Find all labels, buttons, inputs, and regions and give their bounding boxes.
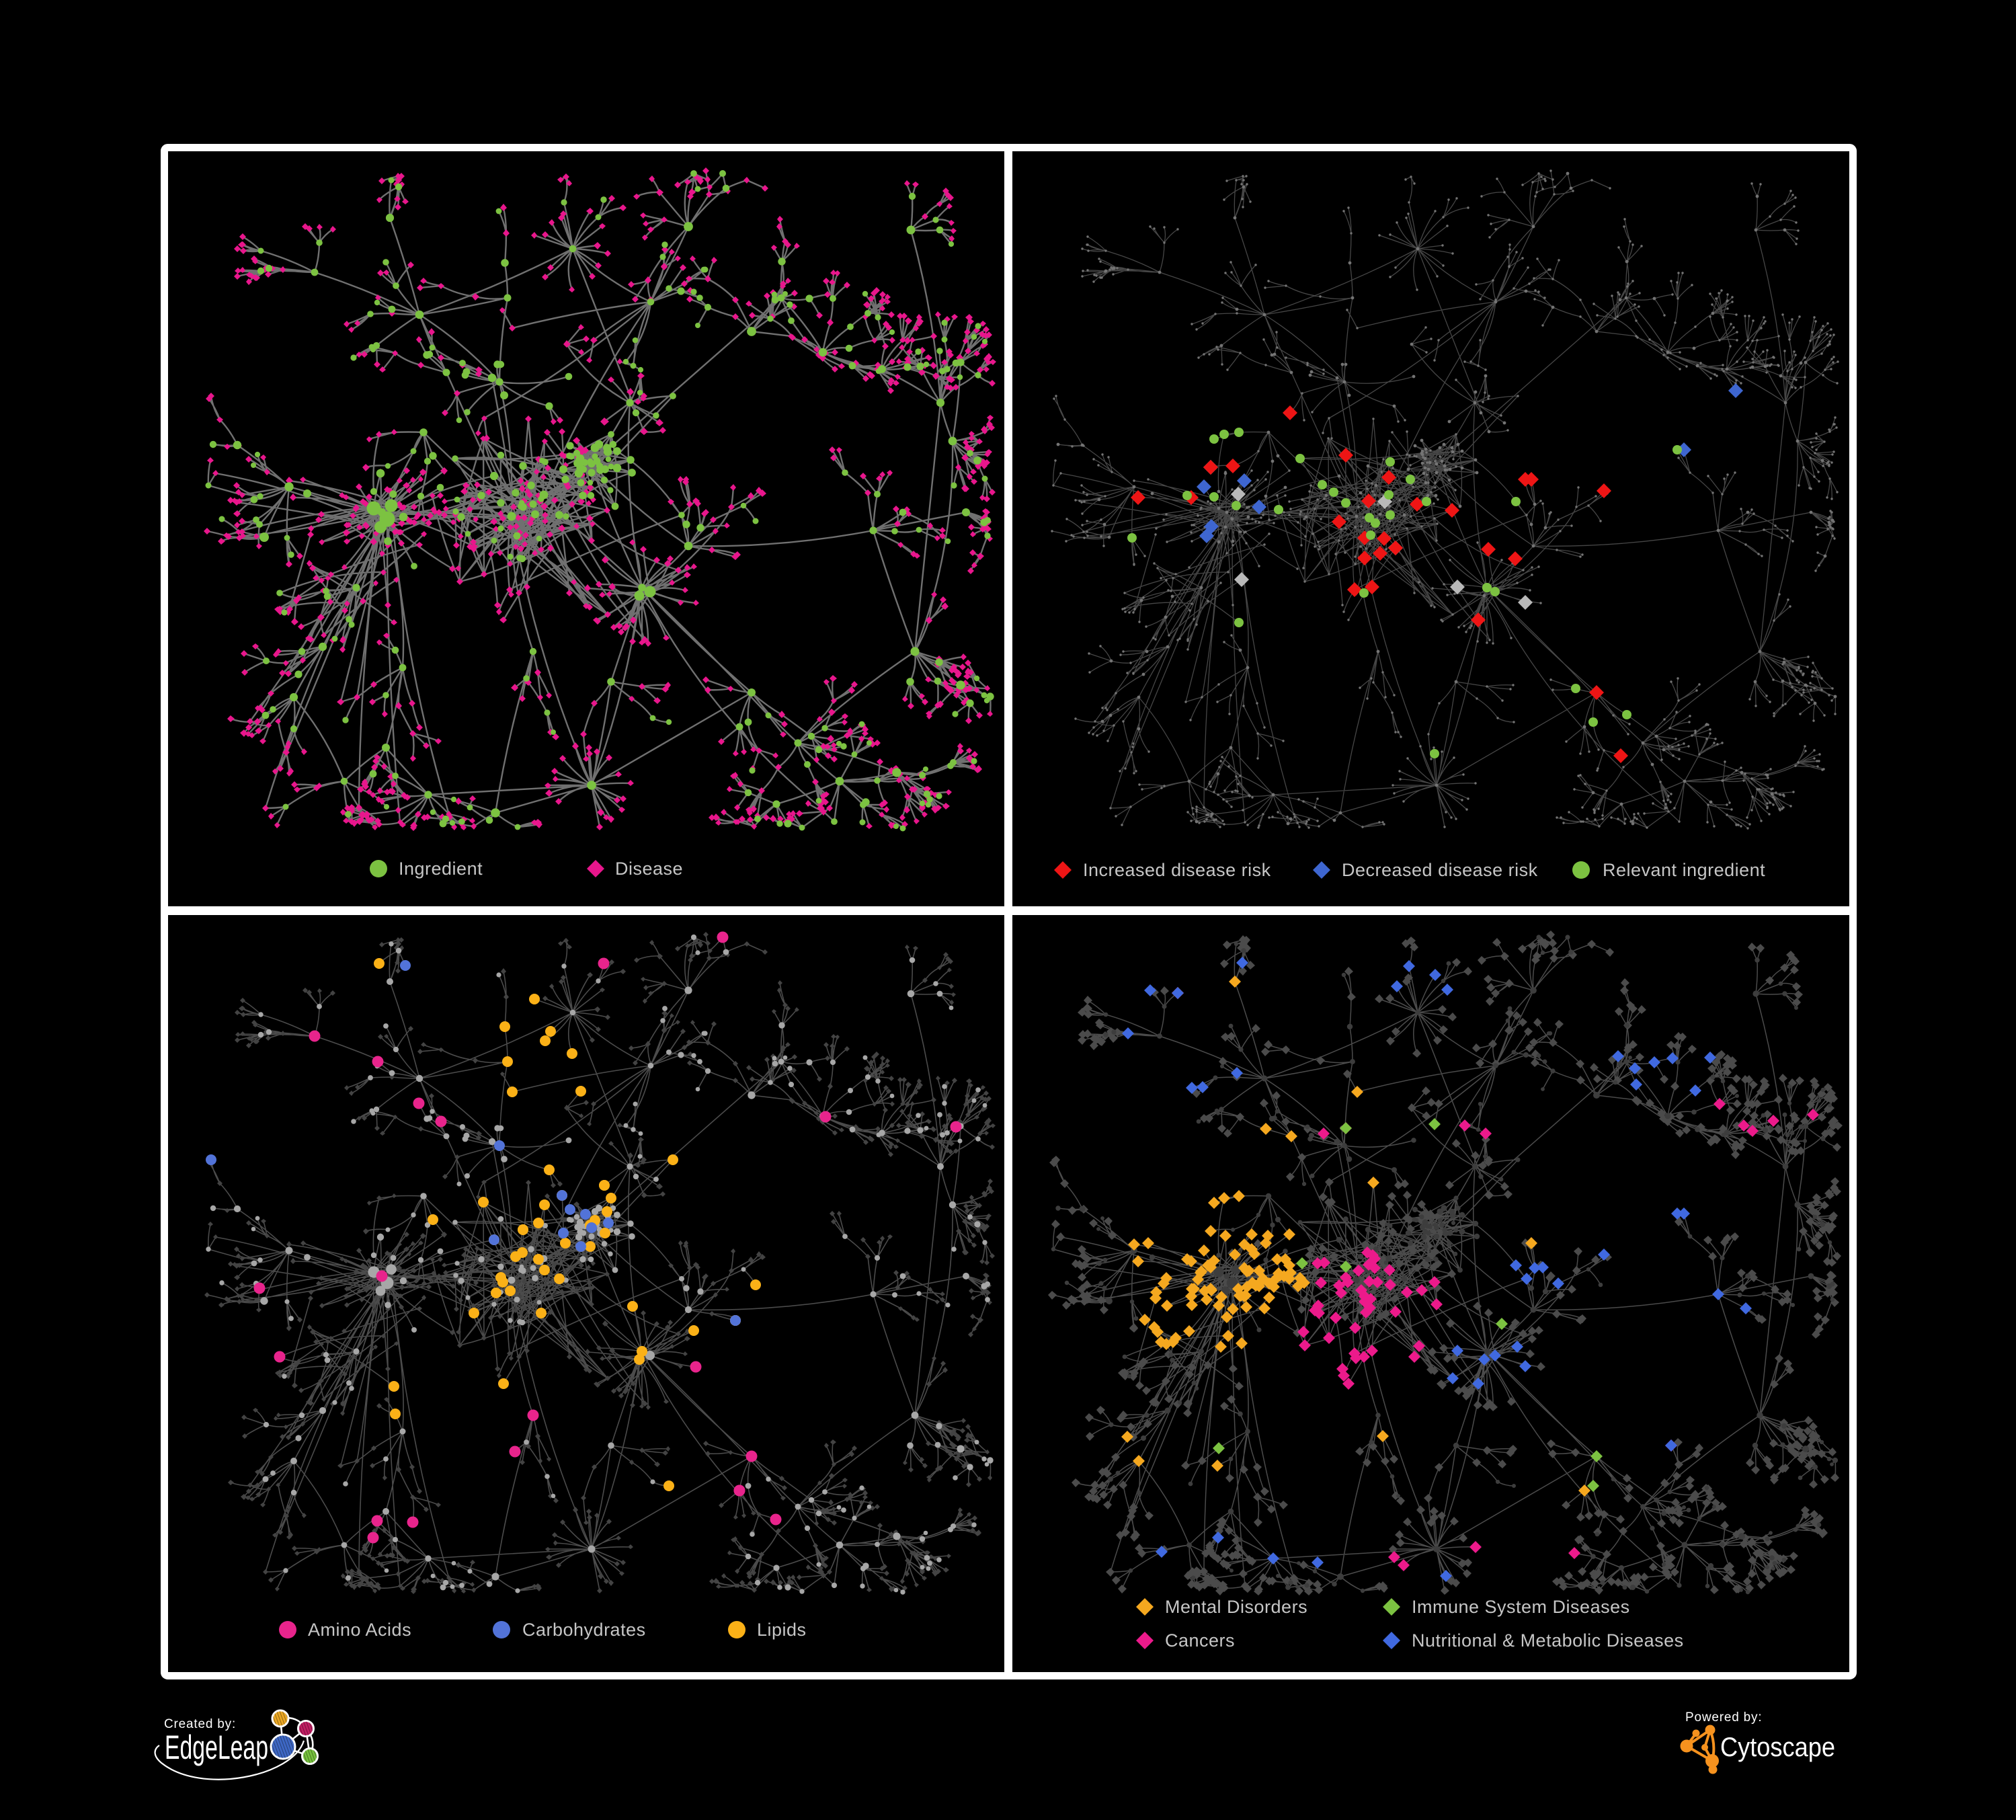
- svg-text:Lipids: Lipids: [757, 1620, 807, 1640]
- svg-text:Mental Disorders: Mental Disorders: [1165, 1597, 1307, 1617]
- svg-text:Relevant ingredient: Relevant ingredient: [1603, 860, 1765, 880]
- svg-text:Immune System Diseases: Immune System Diseases: [1412, 1597, 1630, 1617]
- svg-text:Carbohydrates: Carbohydrates: [522, 1620, 646, 1640]
- svg-text:Cancers: Cancers: [1165, 1630, 1235, 1651]
- svg-text:EdgeLeap: EdgeLeap: [165, 1729, 268, 1766]
- svg-text:Amino Acids: Amino Acids: [308, 1620, 411, 1640]
- svg-text:Increased disease risk: Increased disease risk: [1083, 860, 1271, 880]
- svg-text:Cytoscape: Cytoscape: [1720, 1733, 1835, 1762]
- svg-text:Nutritional & Metabolic Diseas: Nutritional & Metabolic Diseases: [1412, 1630, 1684, 1651]
- svg-text:Ingredient: Ingredient: [399, 859, 483, 879]
- svg-text:Decreased disease risk: Decreased disease risk: [1342, 860, 1538, 880]
- svg-text:Created by:: Created by:: [164, 1717, 236, 1731]
- svg-text:Powered by:: Powered by:: [1685, 1710, 1762, 1725]
- svg-text:Disease: Disease: [615, 859, 683, 879]
